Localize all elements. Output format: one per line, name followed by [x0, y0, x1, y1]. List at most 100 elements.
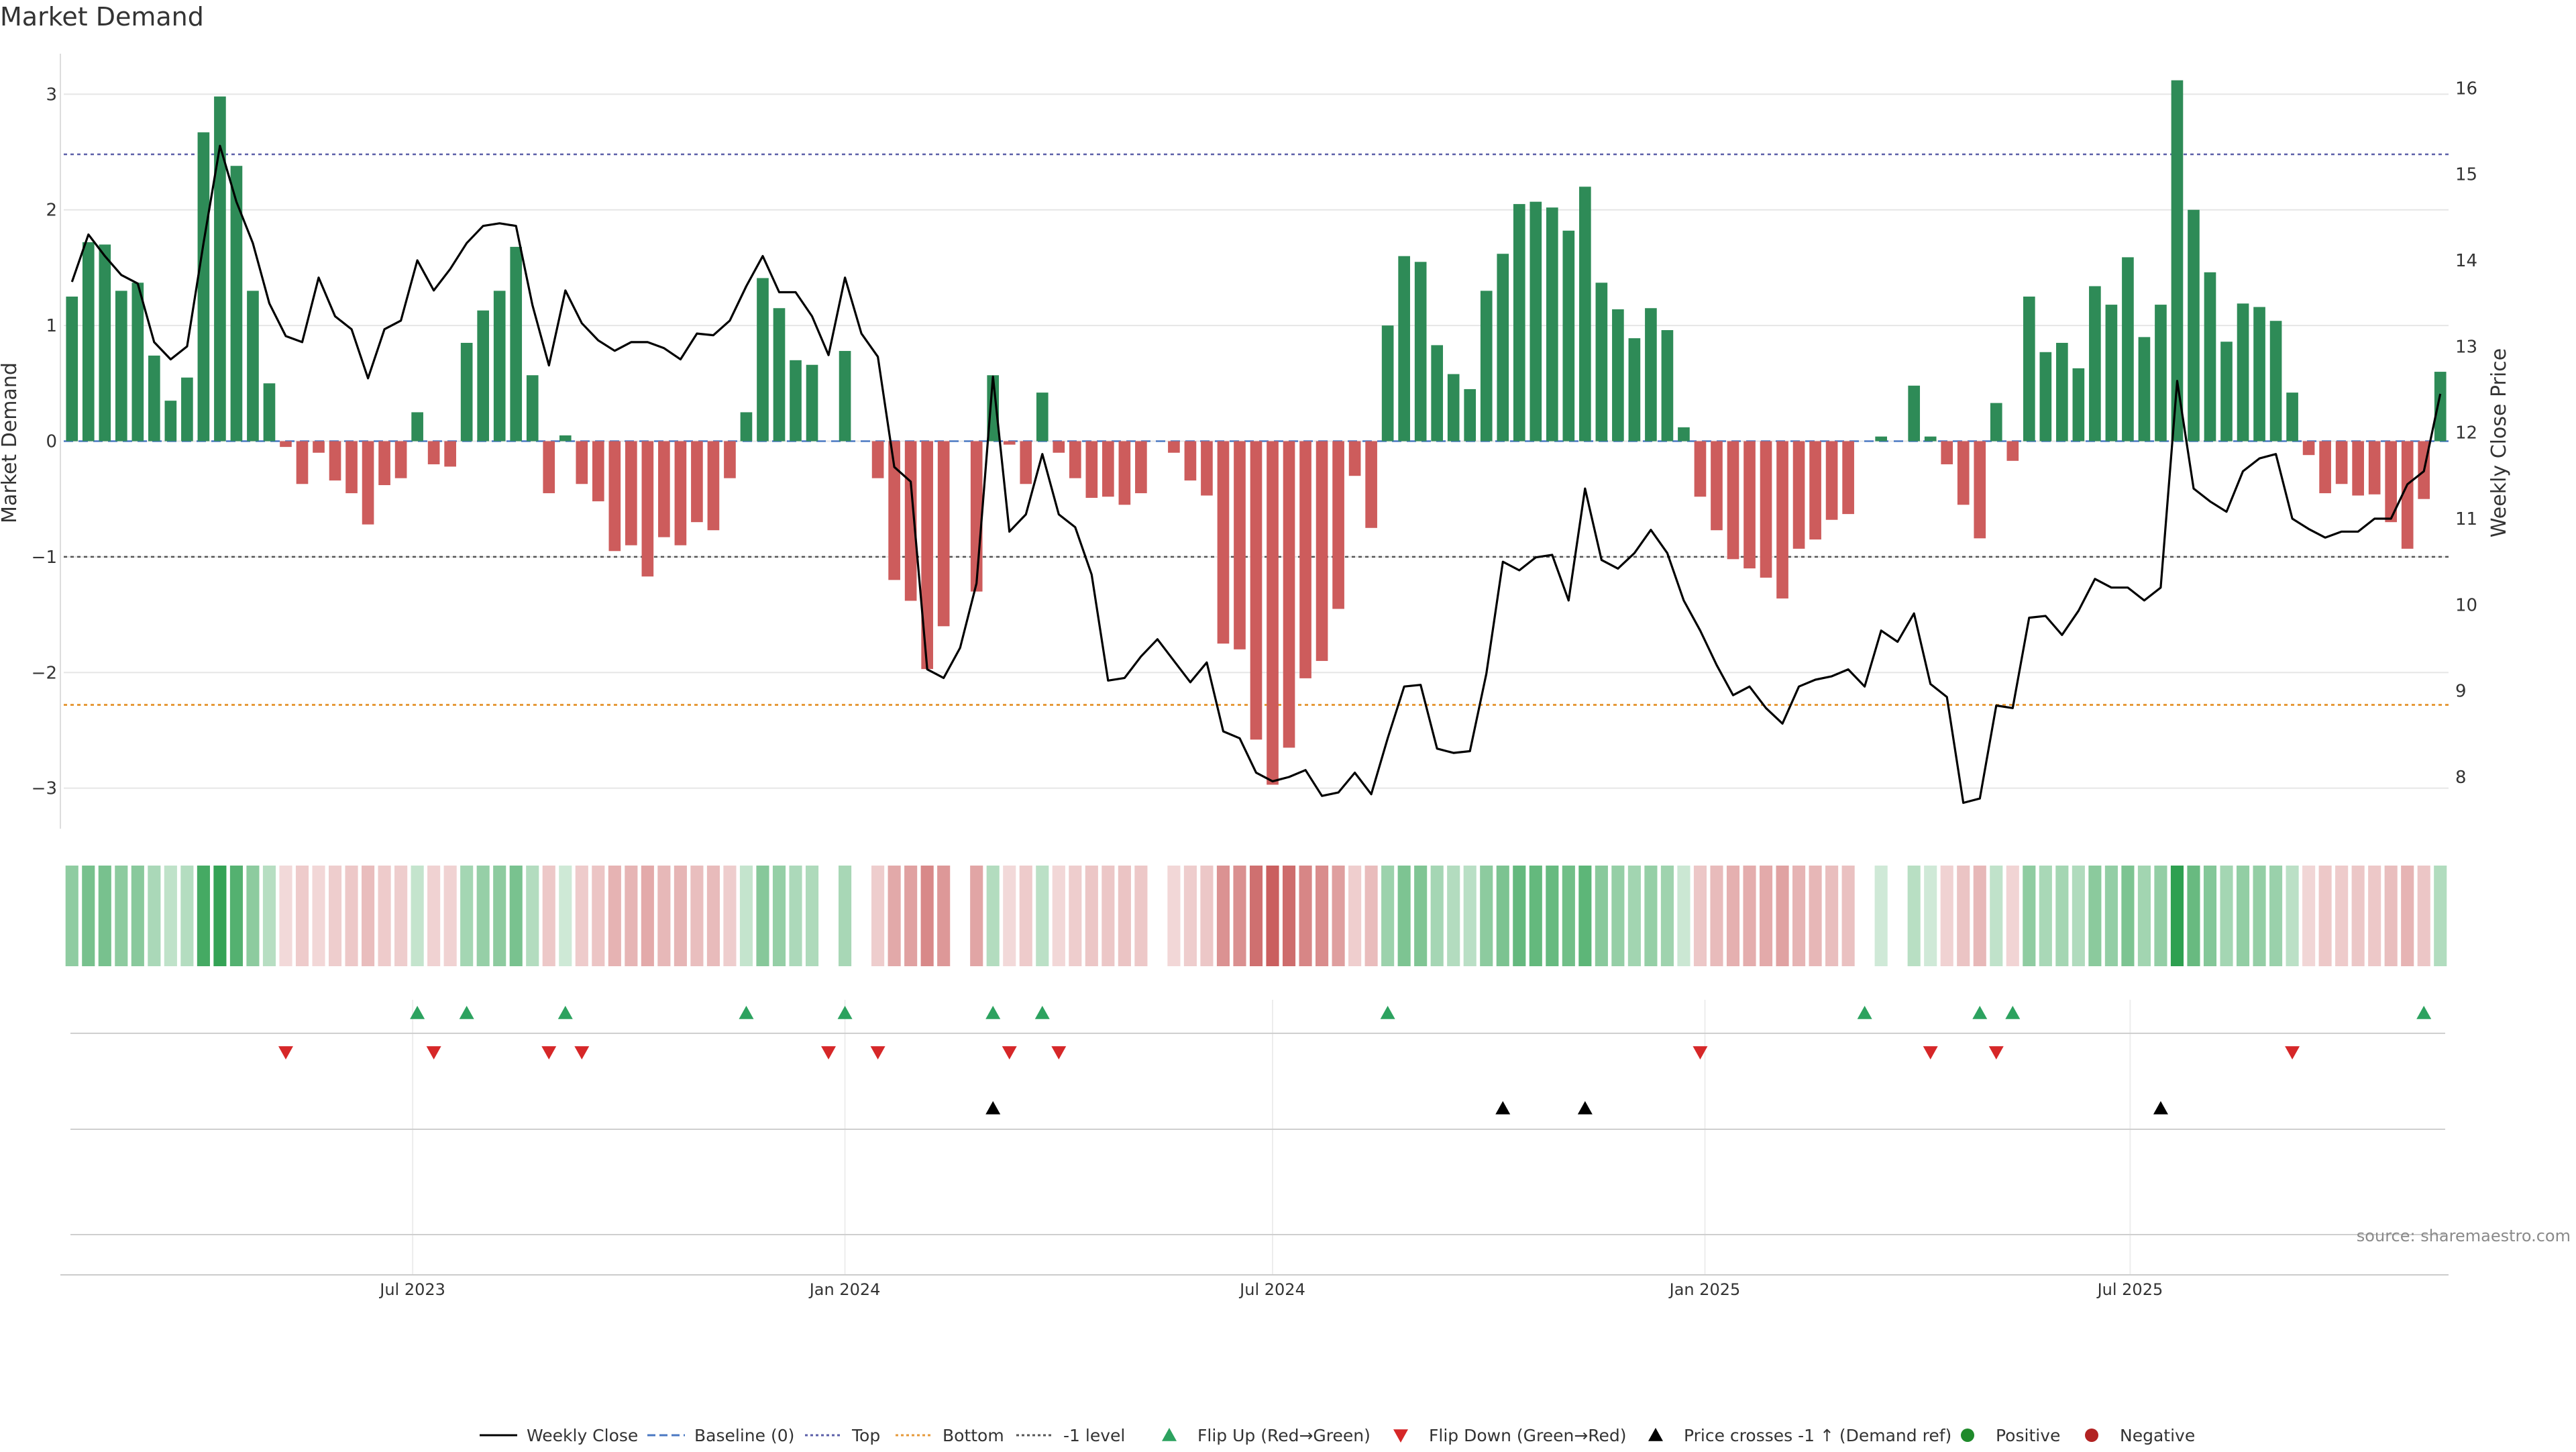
demand-bar-positive: [99, 244, 111, 442]
heat-cell: [1118, 866, 1131, 966]
heat-cell: [1809, 866, 1822, 966]
flip-up-marker: [410, 1006, 425, 1019]
heat-cell: [674, 866, 687, 966]
heat-cell: [1249, 866, 1263, 966]
heat-cell: [2088, 866, 2102, 966]
heat-cell: [2187, 866, 2200, 966]
heat-cell: [345, 866, 358, 966]
heat-cell: [262, 866, 276, 966]
legend-swatch: [1648, 1428, 1663, 1441]
demand-bar-negative: [2401, 441, 2414, 549]
demand-bar-positive: [2237, 303, 2249, 442]
demand-bar-positive: [2434, 372, 2447, 442]
x-tick-label: Jul 2024: [1238, 1280, 1305, 1299]
flip-down-marker: [1693, 1046, 1708, 1059]
heat-cell: [378, 866, 391, 966]
heat-cell: [1759, 866, 1773, 966]
y2-axis-label: Weekly Close Price: [2487, 348, 2511, 537]
demand-bar-negative: [1348, 441, 1361, 476]
legend-label: -1 level: [1063, 1426, 1125, 1445]
demand-bar-negative: [1711, 441, 1723, 531]
heat-cell: [1266, 866, 1279, 966]
demand-bar-positive: [2269, 321, 2282, 442]
heat-cell: [98, 866, 111, 966]
demand-bar-negative: [1941, 441, 1953, 464]
heat-cell: [213, 866, 227, 966]
heat-cell: [970, 866, 983, 966]
demand-bar-negative: [608, 441, 621, 552]
y2-tick-label: 10: [2455, 595, 2477, 615]
y2-tick-label: 11: [2455, 509, 2477, 529]
demand-bar-negative: [1020, 441, 1032, 484]
heat-cell: [1710, 866, 1723, 966]
demand-bar-negative: [345, 441, 358, 494]
demand-bar-negative: [1283, 441, 1295, 748]
demand-bar-negative: [724, 441, 736, 478]
demand-bar-positive: [2072, 368, 2085, 442]
demand-bar-negative: [1365, 441, 1377, 528]
demand-bar-negative: [1743, 441, 1756, 569]
heat-cell: [1496, 866, 1509, 966]
demand-bar-negative: [296, 441, 309, 484]
heat-cell: [871, 866, 885, 966]
reference-lines: [64, 153, 2449, 707]
demand-bar-positive: [2188, 209, 2200, 442]
demand-bar-positive: [839, 351, 851, 442]
demand-bar-positive: [1431, 345, 1444, 442]
demand-bar-negative: [1168, 441, 1180, 453]
heat-cell: [1052, 866, 1065, 966]
heat-cell: [1546, 866, 1559, 966]
demand-bar-positive: [2023, 297, 2035, 442]
heat-cell: [1924, 866, 1937, 966]
demand-bar-negative: [1085, 441, 1098, 498]
heat-cell: [1200, 866, 1214, 966]
heat-cell: [1316, 866, 1329, 966]
heat-cell: [2318, 866, 2332, 966]
demand-bar-positive: [2039, 352, 2052, 442]
demand-heat-strip: [65, 866, 2447, 966]
heat-cell: [2286, 866, 2299, 966]
weekly-close-series: [70, 144, 2442, 805]
heat-cell: [2401, 866, 2414, 966]
y2-tick-label: 9: [2455, 682, 2467, 702]
heat-cell: [575, 866, 588, 966]
price-cross-marker: [1495, 1101, 1511, 1114]
legend-label: Bottom: [943, 1426, 1004, 1445]
demand-bar-positive: [1908, 385, 1921, 442]
legend-label: Weekly Close: [527, 1426, 638, 1445]
demand-bar-positive: [1398, 256, 1410, 442]
demand-bar-negative: [1299, 441, 1311, 678]
heat-cell: [1036, 866, 1049, 966]
heat-cell: [394, 866, 408, 966]
demand-bar-negative: [1842, 441, 1854, 515]
demand-bar-positive: [526, 375, 539, 442]
heat-cell: [2269, 866, 2283, 966]
demand-bar-positive: [2204, 272, 2216, 442]
demand-bar-negative: [1776, 441, 1788, 599]
heat-cell: [427, 866, 441, 966]
flip-down-marker: [574, 1046, 590, 1059]
demand-bar-positive: [131, 282, 144, 442]
price-cross-marker: [2153, 1101, 2168, 1114]
demand-bar-negative: [674, 441, 687, 546]
heat-cell: [2434, 866, 2447, 966]
heat-cell: [706, 866, 720, 966]
heat-cell: [1397, 866, 1411, 966]
heat-cell: [920, 866, 934, 966]
flip-down-marker: [426, 1046, 441, 1059]
demand-bar-positive: [1612, 309, 1624, 442]
legend-label: Top: [851, 1426, 880, 1445]
y-axis-right: 8 9 10 11 12 13 14 15 16: [2455, 79, 2477, 788]
heat-cell: [2335, 866, 2349, 966]
heat-cell: [1595, 866, 1608, 966]
y-axis-left: −3 −2 −1 0 1 2 3: [32, 85, 57, 798]
heat-cell: [1414, 866, 1428, 966]
y2-tick-label: 8: [2455, 768, 2467, 788]
demand-bar-positive: [1381, 325, 1394, 442]
demand-bar-negative: [1118, 441, 1131, 505]
heat-cell: [1513, 866, 1526, 966]
demand-bar-positive: [2286, 393, 2298, 442]
heat-cell: [1430, 866, 1444, 966]
heat-cell: [1069, 866, 1082, 966]
